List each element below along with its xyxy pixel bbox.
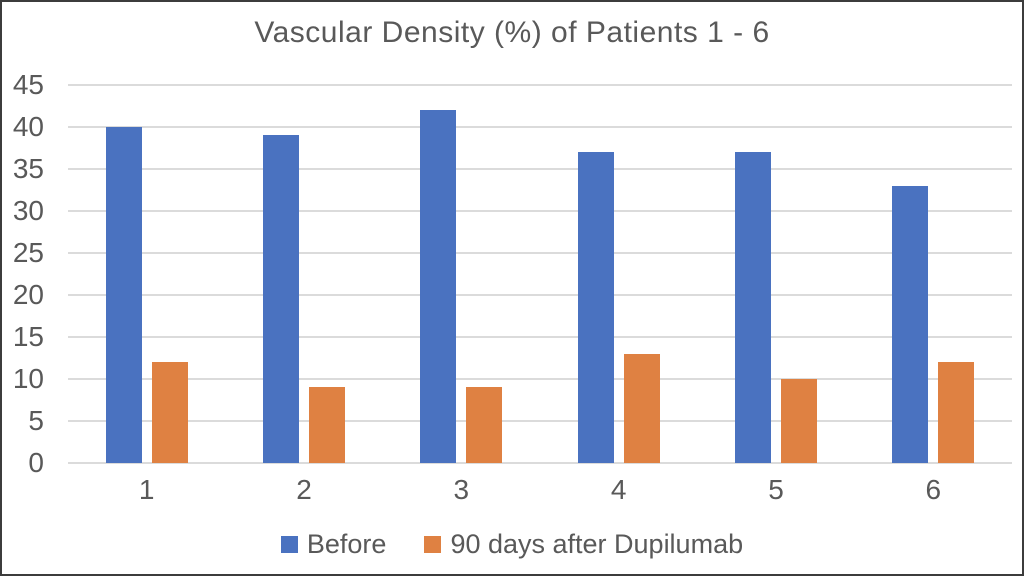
bar-before-patient-1 [105, 127, 142, 463]
x-tick-label-3: 3 [453, 474, 470, 505]
bar-before-patient-5 [735, 152, 771, 463]
x-tick-label-1: 1 [138, 474, 155, 505]
chart-title: Vascular Density (%) of Patients 1 - 6 [254, 16, 770, 49]
bar-before-patient-2 [263, 135, 299, 463]
gridline-y-45 [68, 84, 1012, 86]
bar-90-patient-4 [623, 353, 660, 463]
y-tick-label-25: 25 [12, 237, 44, 268]
y-tick-label-20: 20 [12, 279, 44, 310]
legend-label: Before [306, 529, 387, 559]
y-tick-label-10: 10 [12, 363, 44, 394]
bar-group-3 [420, 110, 503, 463]
y-tick-label-15: 15 [12, 321, 44, 352]
gridline-y-40 [68, 126, 1012, 128]
gridline-y-25 [68, 252, 1012, 254]
legend-item-90: 90 days after Dupilumab [424, 528, 743, 560]
gridline-y-10 [68, 378, 1012, 380]
bar-group-1 [105, 127, 188, 463]
x-tick-label-6: 6 [925, 474, 942, 505]
y-tick-label-40: 40 [12, 111, 44, 142]
y-tick-label-5: 5 [28, 405, 44, 436]
bar-90-patient-3 [466, 387, 503, 463]
bar-90-patient-6 [938, 362, 975, 463]
bar-90-patient-2 [309, 387, 345, 463]
legend-label: 90 days after Dupilumab [450, 529, 744, 559]
bar-before-patient-6 [892, 185, 929, 463]
legend-swatch-icon [280, 535, 298, 553]
bar-before-patient-4 [577, 152, 614, 463]
legend-swatch-icon [424, 535, 442, 553]
gridline-y-30 [68, 210, 1012, 212]
legend-item-before: Before [280, 528, 387, 560]
plot-area [68, 84, 1012, 464]
y-tick-label-30: 30 [12, 195, 44, 226]
gridline-y-20 [68, 294, 1012, 296]
bar-group-2 [263, 135, 345, 463]
y-tick-label-35: 35 [12, 153, 44, 184]
x-tick-label-2: 2 [296, 474, 312, 505]
x-tick-label-4: 4 [610, 474, 627, 505]
x-tick-label-5: 5 [768, 474, 784, 505]
gridline-y-35 [68, 168, 1012, 170]
bar-group-4 [577, 152, 660, 463]
bar-90-patient-5 [781, 379, 817, 463]
bar-90-patient-1 [151, 362, 188, 463]
bar-group-5 [735, 152, 817, 463]
y-tick-label-45: 45 [12, 69, 44, 100]
gridline-y-0 [68, 462, 1012, 464]
bar-group-6 [892, 185, 975, 463]
bar-before-patient-3 [420, 110, 457, 463]
gridline-y-15 [68, 336, 1012, 338]
gridline-y-5 [68, 420, 1012, 422]
y-tick-label-0: 0 [28, 447, 44, 478]
legend: Before 90 days after Dupilumab [2, 526, 1022, 562]
